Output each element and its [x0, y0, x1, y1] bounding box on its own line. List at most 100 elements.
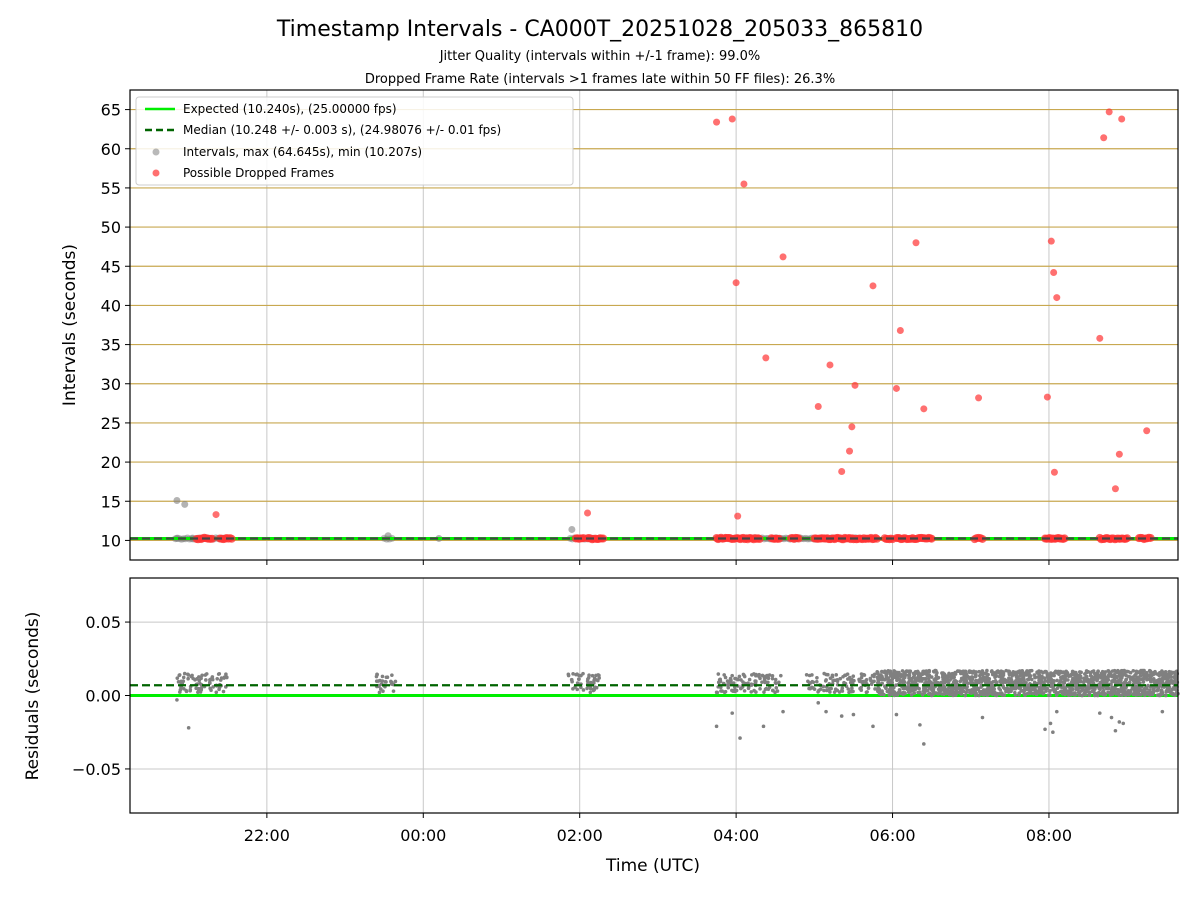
residual-point	[766, 680, 770, 685]
residual-outlier-point	[761, 724, 766, 729]
upper-y-tick-label: 40	[101, 296, 121, 315]
residual-point	[190, 673, 194, 678]
residual-point	[1112, 678, 1117, 682]
residual-point	[829, 686, 833, 691]
residual-point	[825, 688, 829, 693]
residual-point	[956, 669, 960, 673]
residual-outlier-point	[1048, 721, 1053, 726]
residual-point	[1037, 685, 1042, 690]
legend: Expected (10.240s), (25.00000 fps) Media…	[135, 96, 574, 186]
residual-outlier-point	[781, 709, 785, 714]
residual-point	[979, 685, 983, 689]
residual-point	[1043, 679, 1048, 683]
residual-point	[204, 678, 208, 682]
residual-point	[1170, 692, 1175, 697]
residual-point	[1077, 691, 1082, 696]
residual-point	[186, 676, 190, 681]
residual-point	[770, 676, 775, 681]
residual-point	[962, 681, 966, 685]
residual-point	[1108, 693, 1113, 697]
residual-point	[589, 680, 593, 685]
residual-point	[1011, 669, 1016, 674]
residual-point	[1156, 686, 1161, 690]
lower-plot-frame	[129, 577, 1179, 814]
residual-point	[838, 676, 843, 681]
residual-point	[717, 677, 722, 682]
residual-outlier-point	[1117, 720, 1122, 724]
lower-y-tick-label: −0.05	[72, 760, 121, 779]
residual-point	[987, 679, 991, 683]
residual-point	[196, 686, 201, 691]
residual-point	[1081, 676, 1086, 681]
residual-point	[851, 674, 856, 679]
residual-point	[927, 679, 932, 683]
dropped-frame-point	[794, 534, 803, 543]
dropped-frame-point	[212, 511, 220, 519]
residual-point	[757, 674, 761, 679]
upper-y-tick-label: 45	[101, 257, 121, 276]
upper-y-tick-label: 30	[101, 375, 121, 394]
residual-point	[208, 680, 212, 685]
residual-point	[203, 673, 208, 677]
residual-point	[1132, 688, 1137, 693]
residual-point	[1127, 691, 1132, 696]
residual-point	[994, 680, 999, 684]
residual-point	[1070, 672, 1075, 676]
residual-point	[934, 670, 938, 674]
residual-point	[887, 693, 892, 697]
residual-point	[762, 677, 767, 682]
dropped-frame-point	[851, 381, 859, 389]
residual-point	[859, 680, 864, 684]
residual-point	[1134, 680, 1139, 685]
residual-point	[191, 676, 195, 681]
residual-point	[1037, 675, 1042, 680]
residual-point	[999, 692, 1003, 696]
residual-point	[989, 669, 994, 674]
residual-point	[760, 673, 765, 678]
residual-point	[990, 672, 995, 677]
residual-point	[1140, 668, 1145, 673]
residual-point	[965, 684, 969, 689]
residual-point	[586, 677, 590, 681]
residual-point	[847, 690, 851, 695]
residual-point	[719, 689, 723, 693]
residual-point	[1013, 686, 1018, 691]
residual-point	[588, 690, 593, 695]
residual-point	[591, 687, 596, 692]
residual-point	[1143, 693, 1147, 698]
upper-y-tick-label: 10	[101, 531, 121, 550]
residual-point	[889, 690, 894, 695]
residual-point	[846, 677, 850, 681]
residual-point	[596, 678, 600, 683]
residual-point	[1159, 690, 1164, 694]
residual-point	[1086, 685, 1091, 689]
residual-point	[1059, 689, 1064, 693]
residual-point	[1115, 670, 1119, 675]
residual-point	[1101, 676, 1106, 681]
residual-point	[1123, 693, 1128, 698]
residual-point	[571, 672, 575, 676]
residual-point	[579, 685, 583, 690]
residual-point	[1010, 686, 1015, 691]
residual-point	[808, 686, 813, 691]
residual-point	[934, 673, 939, 678]
residual-point	[1108, 672, 1113, 676]
residual-point	[910, 676, 914, 681]
residual-point	[1039, 669, 1044, 674]
residual-point	[186, 672, 190, 677]
residual-point	[913, 678, 918, 683]
residual-point	[1002, 677, 1007, 682]
residual-point	[566, 672, 571, 677]
residual-outlier-point	[175, 698, 179, 702]
residual-point	[940, 687, 944, 692]
residual-point	[1151, 688, 1156, 692]
residual-point	[907, 676, 911, 680]
legend-dropped-label: Possible Dropped Frames	[183, 166, 334, 180]
residual-point	[1093, 674, 1098, 678]
residual-point	[762, 690, 766, 694]
residual-point	[722, 690, 727, 695]
residual-point	[1060, 674, 1065, 679]
dropped-frame-point	[1105, 108, 1113, 116]
residual-point	[851, 689, 855, 694]
residual-point	[215, 676, 220, 681]
